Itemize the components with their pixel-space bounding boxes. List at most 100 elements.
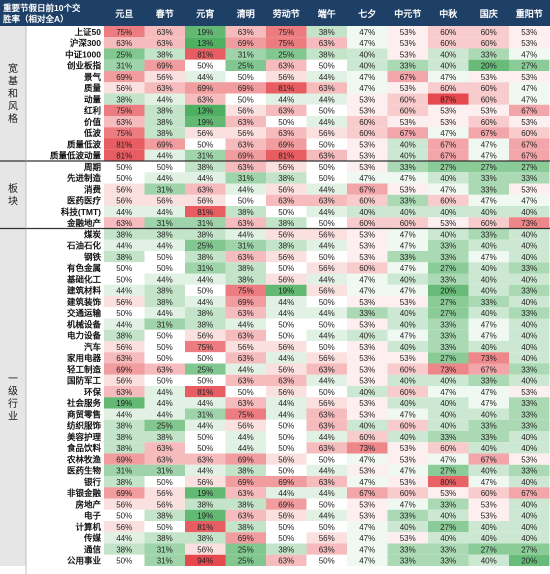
heatmap-cell xyxy=(185,71,226,83)
cell-value: 75% xyxy=(278,39,294,48)
heatmap-cell xyxy=(387,487,428,499)
cell-value: 53% xyxy=(400,455,416,464)
heatmap-cell xyxy=(347,431,388,443)
cell-value: 53% xyxy=(359,365,375,374)
heatmap-cell xyxy=(509,464,550,476)
cell-value: 31% xyxy=(157,320,173,329)
cell-value: 50% xyxy=(197,433,213,442)
cell-value: 40% xyxy=(440,50,456,59)
cell-value: 67% xyxy=(521,140,537,149)
heatmap-cell xyxy=(144,273,185,285)
cell-value: 20% xyxy=(481,62,497,71)
heatmap-cell xyxy=(185,307,226,319)
cell-value: 56% xyxy=(197,332,213,341)
cell-value: 44% xyxy=(319,185,335,194)
cell-value: 33% xyxy=(440,320,456,329)
cell-value: 47% xyxy=(481,140,497,149)
cell-value: 33% xyxy=(521,264,537,273)
heatmap-cell xyxy=(428,273,469,285)
heatmap-cell xyxy=(225,498,266,510)
heatmap-cell xyxy=(306,476,347,488)
cell-value: 53% xyxy=(440,219,456,228)
heatmap-cell xyxy=(185,217,226,229)
cell-value: 33% xyxy=(440,500,456,509)
chart-title: 重要节假日前10个交易日 xyxy=(3,3,97,13)
heatmap-cell xyxy=(144,217,185,229)
cell-value: 25% xyxy=(116,50,132,59)
cell-value: 33% xyxy=(481,298,497,307)
cell-value: 33% xyxy=(481,230,497,239)
cell-value: 38% xyxy=(116,332,132,341)
heatmap-cell xyxy=(509,374,550,386)
cell-value: 56% xyxy=(278,343,294,352)
heatmap-cell xyxy=(266,386,307,398)
heatmap-cell xyxy=(306,363,347,375)
group-label-char: 一 xyxy=(8,374,18,385)
heatmap-cell xyxy=(387,228,428,240)
heatmap-cell xyxy=(347,71,388,83)
heatmap-cell xyxy=(185,48,226,60)
cell-value: 56% xyxy=(278,275,294,284)
heatmap-cell xyxy=(387,532,428,544)
cell-value: 75% xyxy=(238,410,254,419)
cell-value: 47% xyxy=(359,84,375,93)
heatmap-cell xyxy=(144,93,185,105)
heatmap-cell xyxy=(387,341,428,353)
heatmap-cell xyxy=(266,262,307,274)
cell-value: 56% xyxy=(278,512,294,521)
heatmap-cell xyxy=(428,217,469,229)
cell-value: 40% xyxy=(400,320,416,329)
cell-value: 44% xyxy=(319,309,335,318)
heatmap-cell xyxy=(185,341,226,353)
cell-value: 50% xyxy=(157,377,173,386)
cell-value: 75% xyxy=(116,28,132,37)
cell-value: 44% xyxy=(238,320,254,329)
heatmap-cell xyxy=(468,487,509,499)
heatmap-cell xyxy=(185,386,226,398)
cell-value: 44% xyxy=(157,95,173,104)
heatmap-cell xyxy=(266,307,307,319)
cell-value: 63% xyxy=(278,557,294,566)
heatmap-cell xyxy=(509,82,550,94)
row-label: 医药生物 xyxy=(67,466,102,476)
heatmap-cell xyxy=(306,408,347,420)
heatmap-cell xyxy=(266,543,307,555)
heatmap-cell xyxy=(468,554,509,566)
cell-value: 67% xyxy=(481,365,497,374)
heatmap-cell xyxy=(104,116,145,128)
heatmap-cell xyxy=(144,352,185,364)
group-label-char: 和 xyxy=(8,88,18,100)
heatmap-cell xyxy=(428,251,469,263)
cell-value: 56% xyxy=(278,365,294,374)
cell-value: 53% xyxy=(359,320,375,329)
cell-value: 63% xyxy=(319,84,335,93)
heatmap-cell xyxy=(347,183,388,195)
cell-value: 47% xyxy=(440,73,456,82)
heatmap-cell xyxy=(347,453,388,465)
cell-value: 40% xyxy=(359,208,375,217)
heatmap-cell xyxy=(185,194,226,206)
heatmap-cell xyxy=(347,374,388,386)
cell-value: 50% xyxy=(278,320,294,329)
cell-value: 38% xyxy=(197,320,213,329)
heatmap-cell xyxy=(468,104,509,116)
row-label: 消费 xyxy=(84,184,102,194)
cell-value: 40% xyxy=(481,264,497,273)
heatmap-cell xyxy=(347,48,388,60)
cell-value: 33% xyxy=(481,185,497,194)
heatmap-cell xyxy=(347,521,388,533)
cell-value: 63% xyxy=(157,28,173,37)
heatmap-cell xyxy=(387,206,428,218)
heatmap-cell xyxy=(387,48,428,60)
heatmap-cell xyxy=(387,476,428,488)
heatmap-cell xyxy=(347,318,388,330)
cell-value: 50% xyxy=(238,95,254,104)
heatmap-cell xyxy=(306,71,347,83)
cell-value: 33% xyxy=(400,197,416,206)
cell-value: 69% xyxy=(116,73,132,82)
heatmap-cell xyxy=(144,498,185,510)
cell-value: 40% xyxy=(521,478,537,487)
heatmap-cell xyxy=(387,71,428,83)
heatmap-cell xyxy=(306,554,347,566)
heatmap-cell xyxy=(509,341,550,353)
